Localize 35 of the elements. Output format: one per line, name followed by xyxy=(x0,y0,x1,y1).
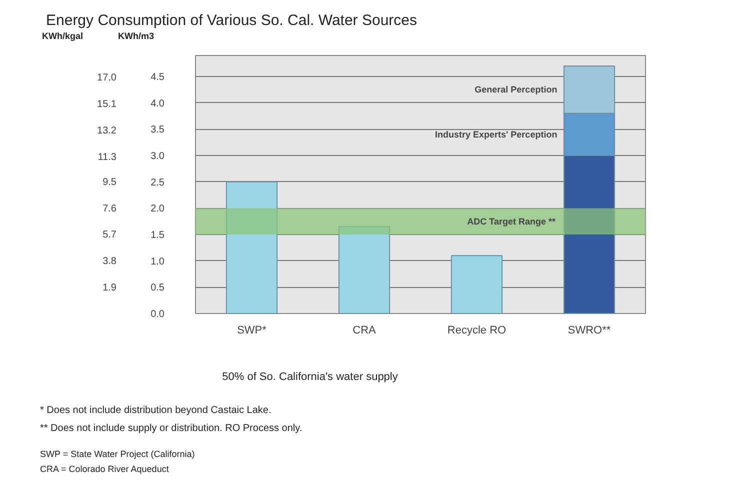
text: ** Does not include supply or distribution. RO Process only. xyxy=(40,422,302,436)
y-tick-label: 3.0 xyxy=(150,151,165,162)
band-label: ADC Target Range ** xyxy=(467,216,556,226)
y2-tick-label: 9.5 xyxy=(102,176,117,188)
y2-tick-label: 15.1 xyxy=(97,98,117,110)
y-tick-label: 3.5 xyxy=(150,124,165,136)
text: CRA = Colorado River Aqueduct xyxy=(40,463,169,476)
y-tick-label: 0.5 xyxy=(150,282,165,294)
series-label: General Perception xyxy=(474,84,558,95)
y2-tick-label: 3.8 xyxy=(102,256,117,268)
y-tick-label: 1.0 xyxy=(150,256,165,268)
y2-axis-title: KWh/kgal xyxy=(42,30,84,43)
bar xyxy=(450,255,503,314)
y2-tick-label: 17.0 xyxy=(97,72,117,84)
x-tick-label: CRA xyxy=(352,324,377,336)
y2-tick-label: 11.3 xyxy=(98,152,117,163)
x-tick-label: SWRO** xyxy=(568,324,612,336)
series-label: Industry Experts' Perception xyxy=(435,129,558,140)
y-tick-label: 4.5 xyxy=(150,72,165,84)
y2-tick-label: 7.6 xyxy=(102,203,117,214)
y-tick-label: 4.0 xyxy=(150,98,165,110)
y2-tick-label: 13.2 xyxy=(97,125,117,136)
y2-tick-label: 5.7 xyxy=(102,230,117,241)
text: * Does not include distribution beyond Castaic Lake. xyxy=(40,404,272,418)
y-tick-label: 2.0 xyxy=(150,204,165,215)
y-tick-label: 2.5 xyxy=(150,177,165,188)
text: SWP = State Water Project (California) xyxy=(40,448,195,461)
y-tick-label: 0.0 xyxy=(150,309,165,320)
x-tick-label: SWP* xyxy=(237,324,268,336)
chart-title: Energy Consumption of Various So. Cal. Water Sources xyxy=(46,11,418,31)
y2-tick-label: 1.9 xyxy=(102,282,117,294)
text: 50% of So. California's water supply xyxy=(221,370,399,385)
y-tick-label: 1.5 xyxy=(150,230,165,242)
x-tick-label: Recycle RO xyxy=(447,324,507,336)
y-axis-title: KWh/m3 xyxy=(118,30,154,43)
